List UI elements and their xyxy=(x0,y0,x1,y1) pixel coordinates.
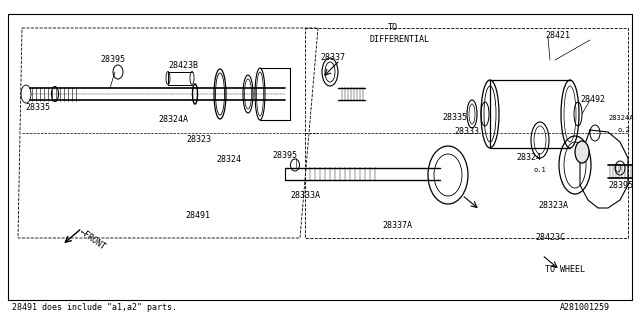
Text: A281001259: A281001259 xyxy=(560,303,610,313)
Text: 28421: 28421 xyxy=(545,30,570,39)
Text: 28324: 28324 xyxy=(216,156,241,164)
Text: 28492: 28492 xyxy=(580,95,605,105)
Text: 28333: 28333 xyxy=(454,127,479,137)
Ellipse shape xyxy=(575,141,589,163)
Text: 28337: 28337 xyxy=(320,53,345,62)
Text: TO: TO xyxy=(388,23,398,33)
Text: o.1: o.1 xyxy=(534,167,547,173)
Text: 28335: 28335 xyxy=(442,114,467,123)
Text: 28324: 28324 xyxy=(516,154,541,163)
Text: 28324A: 28324A xyxy=(158,116,188,124)
Text: 28323A: 28323A xyxy=(538,201,568,210)
Text: 28337A: 28337A xyxy=(382,220,412,229)
Text: 28395: 28395 xyxy=(272,150,297,159)
Text: 28395: 28395 xyxy=(100,55,125,65)
Text: o.2: o.2 xyxy=(618,127,631,133)
Text: DIFFERENTIAL: DIFFERENTIAL xyxy=(370,36,430,44)
Text: 28395: 28395 xyxy=(608,180,633,189)
Text: 28491: 28491 xyxy=(185,211,210,220)
Text: 28335: 28335 xyxy=(25,102,50,111)
Text: 28323: 28323 xyxy=(186,135,211,145)
Text: 28423C: 28423C xyxy=(535,234,565,243)
Text: 28324A: 28324A xyxy=(608,115,634,121)
Text: 28333A: 28333A xyxy=(290,190,320,199)
Text: TO WHEEL: TO WHEEL xyxy=(545,266,585,275)
Text: 28423B: 28423B xyxy=(168,60,198,69)
Text: 28491 does include "a1,a2" parts.: 28491 does include "a1,a2" parts. xyxy=(12,303,177,313)
Text: ←FRONT: ←FRONT xyxy=(78,228,108,252)
